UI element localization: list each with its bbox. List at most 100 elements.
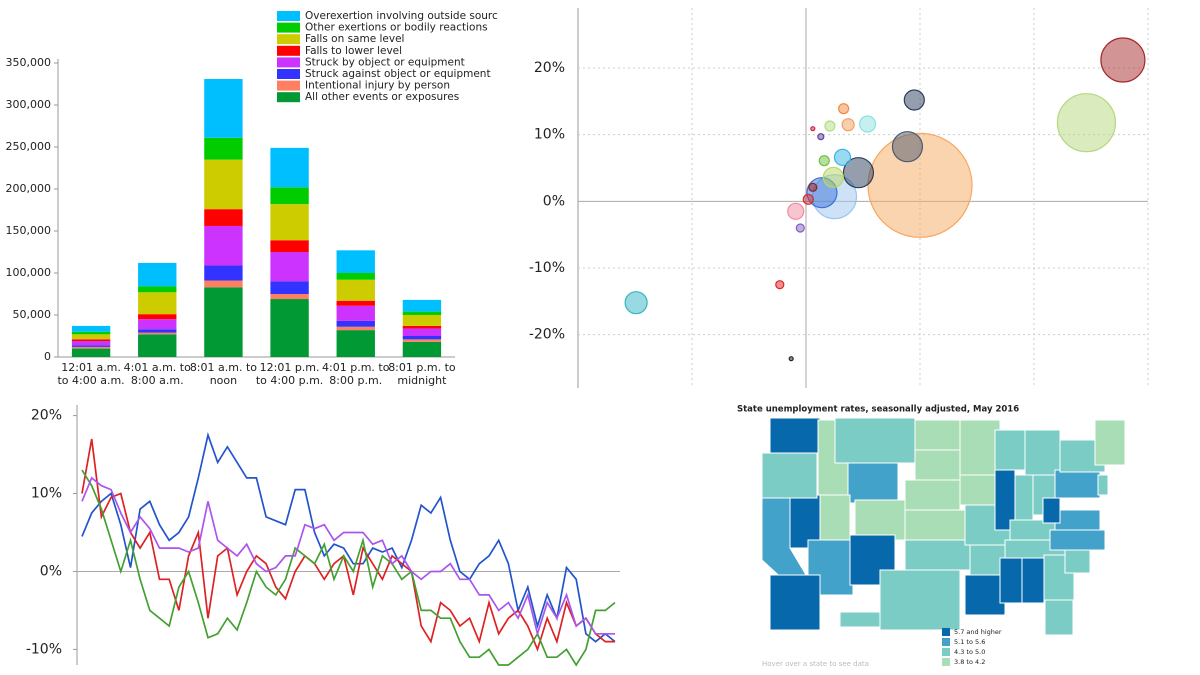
bar-segment (204, 225, 243, 266)
legend-swatch (277, 92, 300, 103)
state (769, 417, 821, 454)
legend-swatch (942, 628, 950, 636)
bubble (787, 202, 805, 220)
bar-segment (402, 311, 442, 315)
legend-label: Falls on same level (305, 33, 404, 45)
state (761, 452, 818, 499)
x-tick-label: 8:01 p.m. to (388, 361, 456, 374)
state (904, 539, 971, 571)
bubble (842, 157, 875, 189)
y-tick-label: 20% (31, 408, 62, 424)
bar-segment (402, 341, 442, 357)
bar-segment (402, 299, 442, 312)
y-tick-label: 250,000 (6, 140, 52, 153)
bar-segment (270, 204, 309, 241)
state (769, 574, 821, 631)
bubble (838, 103, 850, 115)
x-tick-label: 8:00 p.m. (329, 374, 382, 387)
bubble (808, 182, 818, 192)
bar-segment (336, 330, 375, 357)
legend-swatch (277, 69, 300, 79)
state (854, 499, 906, 541)
state (904, 479, 961, 511)
bar-segment (71, 346, 111, 349)
y-tick-label: 200,000 (6, 182, 52, 195)
bar-segment (138, 329, 177, 333)
bar-segment (71, 345, 111, 347)
bar-segment (204, 209, 243, 226)
legend-label: 3.8 to 4.2 (954, 658, 985, 666)
bubble (824, 120, 836, 132)
bubble (775, 280, 785, 290)
x-tick-label: to 4:00 p.m. (256, 374, 323, 387)
bubble (795, 223, 805, 233)
bubble (867, 132, 973, 238)
bar-segment (336, 305, 375, 321)
state (834, 417, 916, 464)
legend-swatch (277, 45, 300, 56)
legend-label: 4.3 to 5.0 (954, 648, 985, 656)
bubble (802, 193, 814, 205)
legend-label: Falls to lower level (305, 45, 402, 57)
map-note: Hover over a state to see data (762, 660, 869, 668)
bar-segment (336, 300, 375, 306)
state (847, 462, 899, 504)
state (879, 569, 961, 631)
bubble (1056, 93, 1117, 153)
state (1021, 557, 1045, 604)
bar-segment (138, 334, 177, 357)
x-tick-label: 8:00 a.m. (131, 374, 184, 387)
bubble (858, 115, 877, 133)
bubble (1100, 37, 1146, 83)
state (1054, 469, 1101, 499)
legend-swatch (942, 658, 950, 666)
x-tick-label: 12:01 a.m. (61, 361, 121, 374)
legend-label: Struck by object or equipment (305, 56, 465, 68)
y-tick-label: 350,000 (6, 56, 52, 69)
bar-segment (402, 328, 442, 336)
legend-swatch (277, 80, 300, 91)
x-tick-label: to 4:00 a.m. (57, 374, 124, 387)
line-series (81, 469, 616, 667)
bar-segment (204, 137, 243, 160)
legend-label: Intentional injury by person (305, 80, 450, 92)
legend-swatch (277, 34, 300, 45)
y-tick-label: 10% (31, 486, 62, 502)
bar-segment (270, 281, 309, 294)
line-series (81, 476, 615, 637)
state (1024, 429, 1061, 476)
bar-segment (138, 286, 177, 293)
bar-segment (138, 292, 177, 315)
state (994, 429, 1026, 471)
bar-segment (204, 78, 243, 138)
bar-segment (336, 320, 375, 327)
legend-swatch (277, 22, 300, 33)
bar-segment (204, 159, 243, 210)
y-tick-label: 10% (534, 127, 565, 143)
bar-segment (402, 315, 442, 326)
bubble (841, 118, 855, 132)
bubble (903, 89, 925, 111)
bar-segment (270, 252, 309, 282)
state (959, 419, 1001, 476)
legend-swatch (277, 11, 300, 21)
bar-segment (204, 265, 243, 281)
legend-label: All other events or exposures (305, 91, 459, 103)
bar-segment (270, 294, 309, 300)
bar-segment (270, 240, 309, 252)
bar-segment (138, 262, 177, 287)
state (1054, 509, 1101, 531)
x-tick-label: noon (210, 374, 237, 387)
state (819, 494, 851, 541)
y-tick-label: -10% (529, 260, 565, 276)
y-tick-label: 100,000 (6, 266, 52, 279)
y-tick-label: 20% (534, 60, 565, 76)
state (1094, 419, 1126, 466)
line-series (81, 432, 616, 643)
bar-segment (204, 280, 243, 288)
state (964, 574, 1006, 616)
y-tick-label: 0% (40, 563, 62, 579)
bar-segment (336, 273, 375, 280)
x-tick-label: 8:01 a.m. to (190, 361, 257, 374)
bar-segment (138, 332, 177, 335)
